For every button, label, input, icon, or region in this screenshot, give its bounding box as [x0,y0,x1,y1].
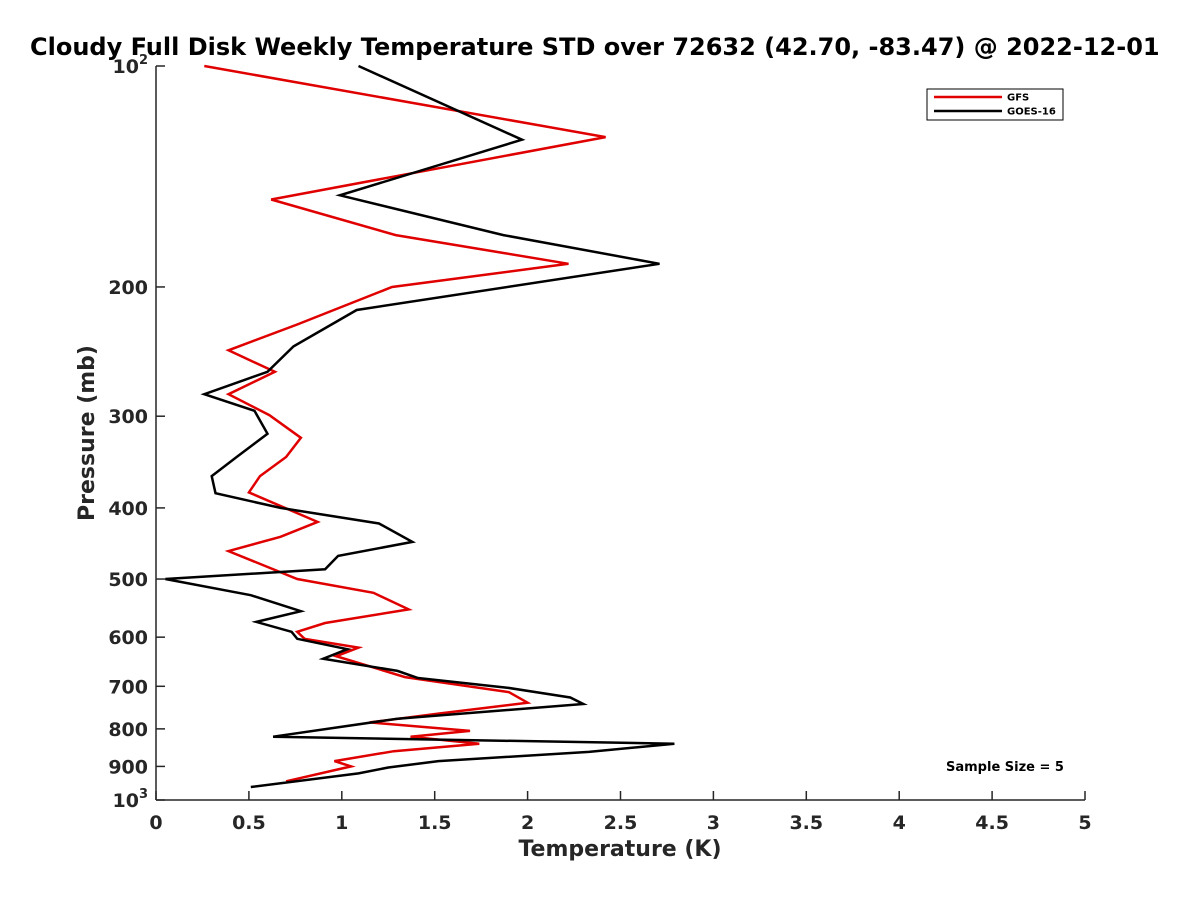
x-tick-label: 4 [893,812,906,834]
legend-label-goes16: GOES-16 [1007,107,1056,118]
y-tick-label: 800 [108,719,148,741]
series-line-goes-16 [165,64,675,789]
x-tick-label: 4.5 [975,812,1009,834]
legend: GFS GOES-16 [926,88,1064,121]
x-tick-label: 0.5 [232,812,266,834]
y-tick-label: 200 [108,277,148,299]
series-layer [165,64,675,789]
y-axis-label: Pressure (mb) [75,345,100,521]
x-axis-label: Temperature (K) [518,837,721,862]
x-ticks: 0 0.5 1 1.5 2 2.5 3 3.5 4 4.5 5 [149,791,1092,834]
chart-title: Cloudy Full Disk Weekly Temperature STD … [30,33,1160,61]
y-tick-label: 700 [108,676,148,698]
y-tick-label: 600 [108,627,148,649]
x-tick-label: 1 [335,812,348,834]
x-tick-label: 5 [1078,812,1091,834]
x-tick-label: 3.5 [789,812,823,834]
series-line-gfs [204,64,606,783]
y-ticks: 102 200 300 400 500 600 700 800 900 103 [108,53,165,812]
y-tick-label: 102 [113,53,149,78]
legend-box [926,88,1064,121]
y-tick-label: 300 [108,406,148,428]
x-tick-label: 2 [521,812,534,834]
x-tick-label: 3 [707,812,720,834]
legend-label-gfs: GFS [1007,93,1029,104]
y-tick-label: 500 [108,569,148,591]
x-tick-label: 1.5 [418,812,452,834]
sample-size-annotation: Sample Size = 5 [946,760,1064,775]
x-tick-label: 2.5 [604,812,638,834]
y-tick-label: 400 [108,498,148,520]
y-tick-label: 103 [113,787,149,812]
y-tick-label: 900 [108,756,148,778]
x-tick-label: 0 [149,812,162,834]
